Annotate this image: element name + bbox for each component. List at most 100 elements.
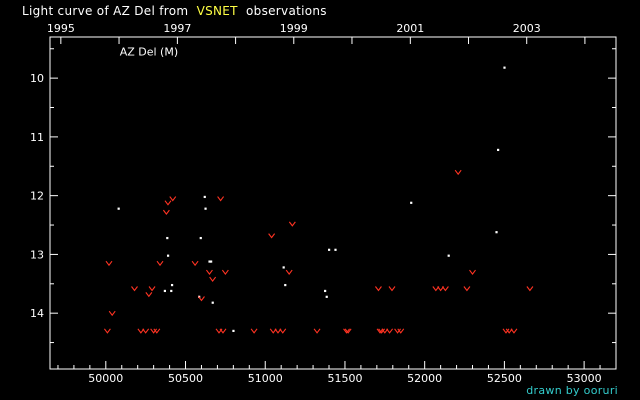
- plot-frame: [49, 36, 617, 370]
- fainter-than-observation-point: [343, 328, 350, 334]
- fainter-than-observation-point: [288, 221, 296, 227]
- positive-observation-point: [199, 236, 202, 240]
- fainter-than-observation-point: [381, 328, 389, 334]
- fainter-than-observation-point: [388, 286, 396, 292]
- fainter-than-observation-point: [105, 260, 113, 267]
- positive-observation-point: [232, 329, 235, 333]
- fainter-than-observation-point: [526, 286, 534, 292]
- fainter-than-observation-point: [344, 328, 352, 334]
- fainter-than-observation-point: [502, 328, 510, 334]
- fainter-than-observation-point: [437, 286, 445, 292]
- fainter-than-observation-point: [198, 296, 205, 302]
- positive-observation-point: [203, 195, 206, 199]
- fainter-than-observation-point: [386, 328, 394, 334]
- fainter-than-observation-point: [145, 292, 153, 298]
- x-tick-label: 52500: [487, 372, 522, 385]
- series-label: AZ Del (M): [120, 46, 178, 59]
- x-tick-label: 50000: [88, 372, 123, 385]
- positive-observation-point: [204, 207, 207, 210]
- fainter-than-observation-point: [142, 328, 150, 334]
- fainter-than-observation-point: [221, 269, 229, 275]
- fainter-than-observation-point: [394, 328, 402, 334]
- fainter-than-observation-point: [150, 328, 158, 334]
- fainter-than-observation-point: [137, 328, 145, 334]
- positive-observation-point: [170, 289, 173, 293]
- x-tick-label: 52000: [407, 372, 442, 385]
- fainter-than-observation-point: [454, 169, 462, 176]
- fainter-than-observation-point: [219, 328, 227, 334]
- fainter-than-observation-point: [378, 328, 386, 334]
- positive-observation-point: [282, 266, 285, 269]
- positive-observation-point: [117, 207, 120, 210]
- fainter-than-observation-point: [205, 269, 213, 275]
- y-tick-label: 13: [30, 248, 44, 261]
- positive-observation-point: [210, 260, 213, 263]
- fainter-than-observation-point: [191, 260, 199, 267]
- positive-observation-point: [334, 248, 337, 251]
- fainter-than-observation-point: [162, 209, 170, 216]
- fainter-than-observation-point: [469, 269, 476, 275]
- fainter-than-observation-point: [209, 276, 217, 283]
- positive-observation-point: [163, 289, 166, 293]
- fainter-than-observation-point: [505, 328, 513, 334]
- x-tick-label: 51000: [248, 372, 283, 385]
- positive-observation-point: [325, 295, 328, 298]
- fainter-than-observation-point: [108, 310, 116, 317]
- fainter-than-observation-point: [274, 328, 282, 334]
- title-prefix: Light curve of AZ Del from: [22, 4, 189, 18]
- fainter-than-observation-point: [441, 286, 449, 292]
- fainter-than-observation-point: [156, 260, 164, 267]
- fainter-than-observation-point: [103, 328, 111, 334]
- fainter-than-observation-point: [374, 286, 382, 292]
- positive-observation-point: [211, 301, 214, 304]
- x-tick-label: 50500: [168, 372, 203, 385]
- fainter-than-observation-point: [164, 200, 172, 206]
- year-label: 2003: [513, 22, 541, 35]
- positive-observation-point: [284, 283, 287, 287]
- positive-observation-point: [170, 283, 174, 287]
- positive-observation-point: [208, 260, 211, 263]
- plot-border: [49, 36, 617, 370]
- axis-ticks: [50, 37, 617, 369]
- fainter-than-observation-point: [397, 328, 405, 334]
- chart-title: Light curve of AZ Del from VSNET observa…: [22, 4, 327, 18]
- positive-observation-point: [495, 231, 498, 234]
- fainter-than-observation-point: [269, 328, 277, 334]
- fainter-than-observation-point: [376, 328, 384, 334]
- fainter-than-observation-point: [510, 328, 518, 334]
- fainter-than-observation-point: [169, 196, 177, 202]
- year-label: 1997: [163, 22, 191, 35]
- credit-text: drawn by ooruri: [526, 384, 618, 397]
- fainter-than-observation-point: [432, 286, 440, 292]
- fainter-than-observation-point: [131, 286, 138, 292]
- fainter-than-observation-point: [268, 233, 276, 239]
- year-label: 1999: [280, 22, 308, 35]
- year-label: 2001: [396, 22, 424, 35]
- positive-observation-point: [166, 254, 170, 257]
- fainter-than-observation-point: [279, 328, 287, 334]
- title-source: VSNET: [196, 4, 238, 18]
- positive-observation-point: [410, 201, 413, 204]
- positive-observation-point: [166, 236, 169, 240]
- fainter-than-observation-point: [148, 286, 156, 292]
- positive-observation-point: [503, 66, 506, 69]
- y-tick-label: 12: [30, 190, 44, 203]
- title-suffix: observations: [246, 4, 327, 18]
- positive-observation-point: [447, 254, 450, 257]
- x-tick-label: 53000: [567, 372, 602, 385]
- data-points: [103, 66, 534, 334]
- fainter-than-observation-point: [463, 286, 471, 292]
- positive-observation-point: [497, 148, 500, 152]
- fainter-than-observation-point: [217, 196, 225, 202]
- y-tick-label: 10: [30, 72, 44, 85]
- positive-observation-point: [328, 248, 331, 251]
- fainter-than-observation-point: [153, 328, 161, 334]
- x-tick-label: 51500: [327, 372, 362, 385]
- axis-labels: 50000 50500 51000 51500 52000 52500 53000 1995 1…: [30, 22, 602, 385]
- y-tick-label: 14: [30, 307, 44, 320]
- y-tick-label: 11: [30, 131, 44, 144]
- positive-observation-point: [324, 289, 327, 293]
- fainter-than-observation-point: [250, 328, 258, 334]
- year-label: 1995: [47, 22, 75, 35]
